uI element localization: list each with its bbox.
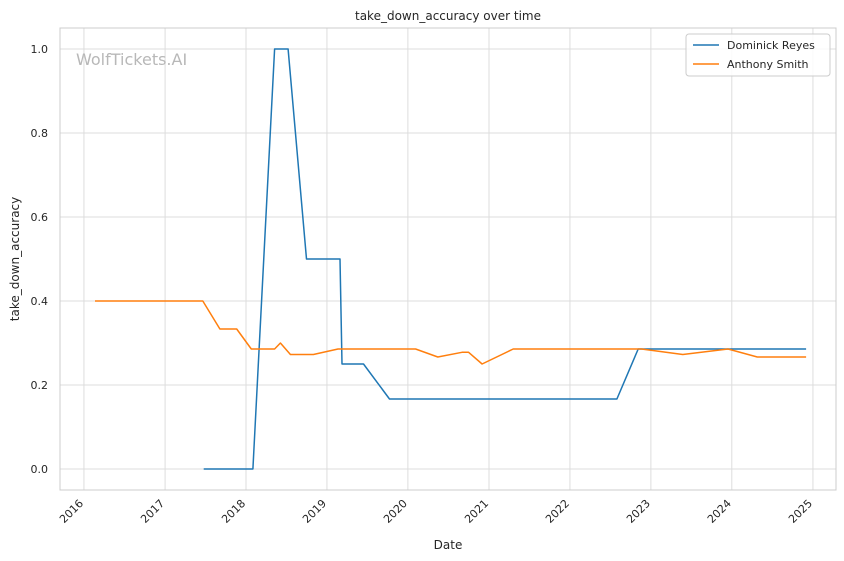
- plot-area: [59, 27, 837, 491]
- y-axis-label: take_down_accuracy: [8, 197, 22, 321]
- watermark: WolfTickets.AI: [76, 50, 187, 69]
- y-tick-label: 1.0: [31, 43, 49, 56]
- y-tick-label: 0.6: [31, 211, 49, 224]
- y-tick-label: 0.4: [31, 295, 49, 308]
- x-axis-label: Date: [434, 538, 463, 552]
- y-tick-label: 0.2: [31, 379, 49, 392]
- y-tick-label: 0.0: [31, 463, 49, 476]
- legend-label-anthony-smith: Anthony Smith: [727, 58, 809, 71]
- y-tick-label: 0.8: [31, 127, 49, 140]
- legend: Dominick Reyes Anthony Smith: [685, 33, 831, 77]
- series-line-dominick-reyes: [203, 48, 807, 470]
- legend-label-dominick-reyes: Dominick Reyes: [727, 39, 815, 52]
- chart-title: take_down_accuracy over time: [355, 9, 541, 23]
- legend-box: [685, 33, 831, 77]
- series-line-anthony-smith: [95, 300, 807, 365]
